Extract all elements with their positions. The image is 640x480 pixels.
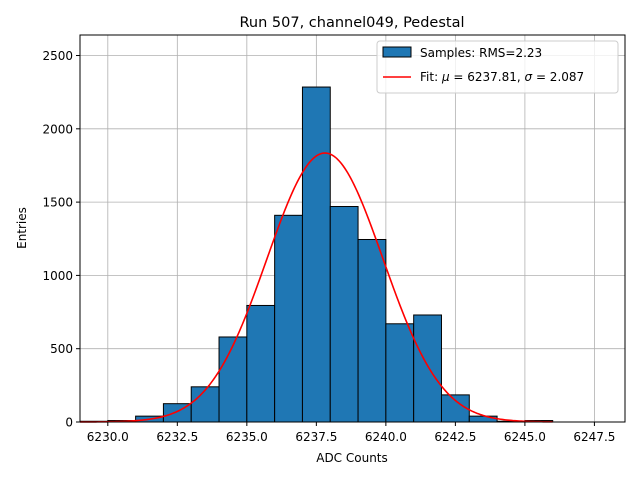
y-tick-label-4: 2000 xyxy=(42,122,73,136)
y-tick-label-2: 1000 xyxy=(42,269,73,283)
x-tick-label-0: 6230.0 xyxy=(87,430,129,444)
x-tick-label-4: 6240.0 xyxy=(365,430,407,444)
histogram-bar-14 xyxy=(468,415,498,423)
y-tick-label-5: 2500 xyxy=(42,49,73,63)
legend-fit-mu-symbol: μ xyxy=(441,70,450,84)
x-tick-label-2: 6235.0 xyxy=(226,430,268,444)
legend-box xyxy=(376,40,619,94)
histogram-bar-10 xyxy=(357,238,387,423)
legend-fit-sigma-symbol: σ xyxy=(525,70,533,84)
y-tick-label-0: 0 xyxy=(65,416,73,430)
histogram-bar-11 xyxy=(385,323,415,423)
x-axis-label: ADC Counts xyxy=(316,451,388,465)
x-axis-ticks: 6230.0 6232.5 6235.0 6237.5 6240.0 6242.5 6245… xyxy=(87,422,615,444)
chart-title: Run 507, channel049, Pedestal xyxy=(239,15,464,31)
y-axis-ticks: 0 500 1000 1500 2000 2500 xyxy=(42,49,80,430)
x-tick-label-1: 6232.5 xyxy=(156,430,198,444)
legend: Samples: RMS=2.23 Fit: μ = 6237.81, σ = … xyxy=(376,40,619,94)
legend-samples-swatch xyxy=(382,46,412,58)
histogram-bar-13 xyxy=(440,394,470,423)
histogram-bar-9 xyxy=(329,206,359,423)
histogram-bar-4 xyxy=(190,386,220,423)
legend-fit-mu-value: = 6237.81, xyxy=(450,70,525,84)
x-tick-label-3: 6237.5 xyxy=(295,430,337,444)
legend-samples-label: Samples: RMS=2.23 xyxy=(420,46,542,60)
histogram-bar-12 xyxy=(413,314,442,423)
legend-fit-label: Fit: μ = 6237.81, σ = 2.087 xyxy=(420,70,584,84)
x-tick-label-7: 6247.5 xyxy=(573,430,615,444)
x-tick-label-5: 6242.5 xyxy=(434,430,476,444)
fit-curve xyxy=(80,152,553,423)
y-tick-label-1: 500 xyxy=(50,342,73,356)
histogram-bar-7 xyxy=(274,214,303,423)
plot-frame xyxy=(79,34,626,423)
y-axis-label: Entries xyxy=(15,207,29,249)
histogram-bar-8 xyxy=(301,86,331,423)
y-tick-label-3: 1500 xyxy=(42,196,73,210)
legend-fit-sigma-value: = 2.087 xyxy=(532,70,584,84)
x-tick-label-6: 6245.0 xyxy=(504,430,546,444)
legend-fit-prefix: Fit: xyxy=(420,70,442,84)
histogram-bar-6 xyxy=(246,304,276,423)
histogram-bar-5 xyxy=(218,336,248,423)
